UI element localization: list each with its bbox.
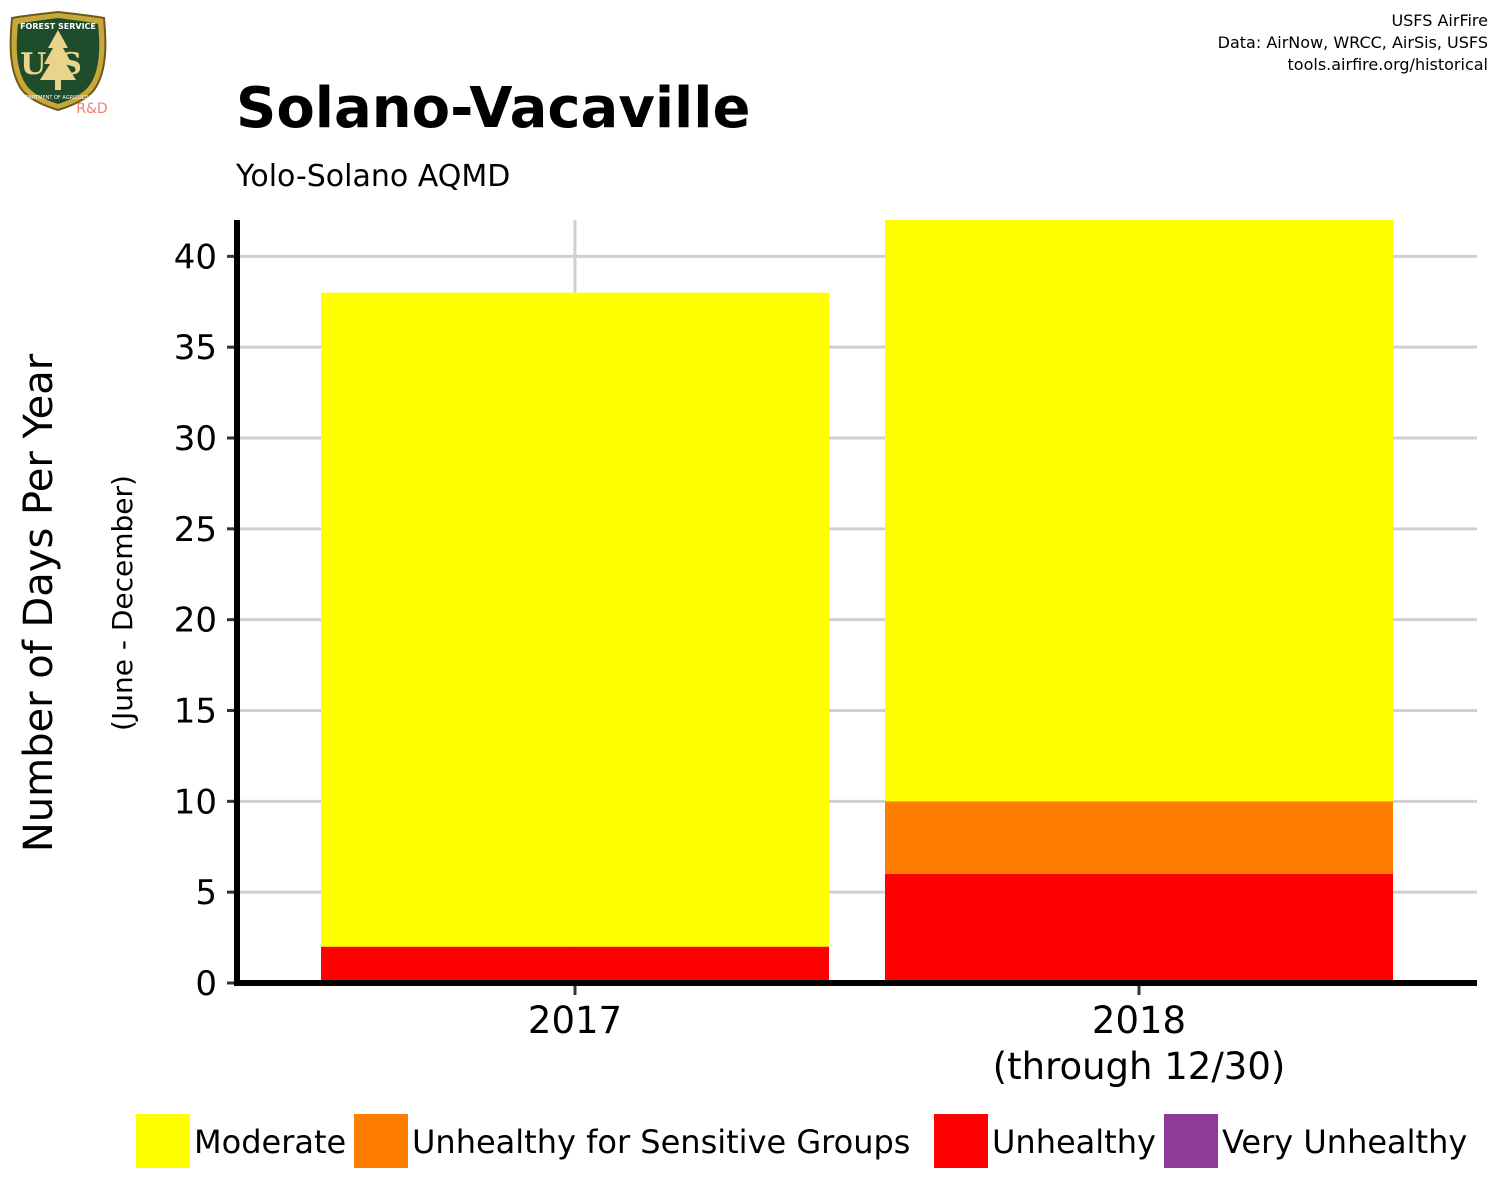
bar-segment-unhealthy: [321, 946, 829, 983]
legend-swatch-moderate: [136, 1114, 190, 1168]
logo-center-text: US: [20, 47, 96, 82]
y-tick-label: 10: [174, 782, 217, 822]
bar-segment-unhealthy: [885, 874, 1393, 983]
legend-label-very-unhealthy: Very Unhealthy: [1222, 1123, 1467, 1161]
y-tick-label: 25: [174, 510, 217, 550]
bar-segment-unhealthy-for-sensitive-groups: [885, 801, 1393, 874]
credits-block: USFS AirFire Data: AirNow, WRCC, AirSis,…: [1218, 11, 1488, 74]
credits-line-1: USFS AirFire: [1391, 11, 1488, 30]
credits-line-3: tools.airfire.org/historical: [1288, 55, 1488, 74]
credits-line-2: Data: AirNow, WRCC, AirSis, USFS: [1218, 33, 1488, 52]
legend-label-moderate: Moderate: [194, 1123, 346, 1161]
bar-segment-moderate: [885, 220, 1393, 802]
usfs-logo: FOREST SERVICE US DEPARTMENT OF AGRICULT…: [9, 10, 108, 117]
y-axis-label: Number of Days Per Year: [16, 353, 62, 852]
y-tick-label: 20: [174, 601, 217, 641]
bar-segment-moderate: [321, 292, 829, 947]
y-tick-label: 35: [174, 328, 217, 368]
legend-label-unhealthy-for-sensitive-groups: Unhealthy for Sensitive Groups: [412, 1123, 910, 1161]
chart-subtitle: Yolo-Solano AQMD: [235, 159, 510, 194]
legend-swatch-very-unhealthy: [1164, 1114, 1218, 1168]
logo-top-text: FOREST SERVICE: [20, 22, 96, 31]
legend: Moderate Unhealthy for Sensitive Groups Un…: [136, 1114, 1467, 1168]
y-tick-label: 15: [174, 692, 217, 732]
axes-layer: 0 5 10 15 20 25 30 35 40 2017 2018(through 12/30): [174, 220, 1477, 1088]
y-tick-label: 30: [174, 419, 217, 459]
bars-layer: [321, 220, 1393, 983]
x-tick-label: (through 12/30): [993, 1045, 1286, 1088]
legend-label-unhealthy: Unhealthy: [992, 1123, 1156, 1161]
y-tick-label: 0: [195, 964, 217, 1004]
legend-swatch-unhealthy-for-sensitive-groups: [354, 1114, 408, 1168]
x-tick-label: 2018: [1092, 999, 1186, 1042]
logo-badge-text: R&D: [76, 101, 107, 117]
chart-title: Solano-Vacaville: [236, 76, 750, 141]
legend-swatch-unhealthy: [934, 1114, 988, 1168]
x-tick-label: 2017: [528, 999, 622, 1042]
y-axis-sublabel: (June - December): [106, 475, 139, 731]
logo-bottom-text: DEPARTMENT OF AGRICULTURE: [19, 95, 97, 101]
y-tick-label: 40: [174, 237, 217, 277]
y-tick-label: 5: [195, 873, 217, 913]
